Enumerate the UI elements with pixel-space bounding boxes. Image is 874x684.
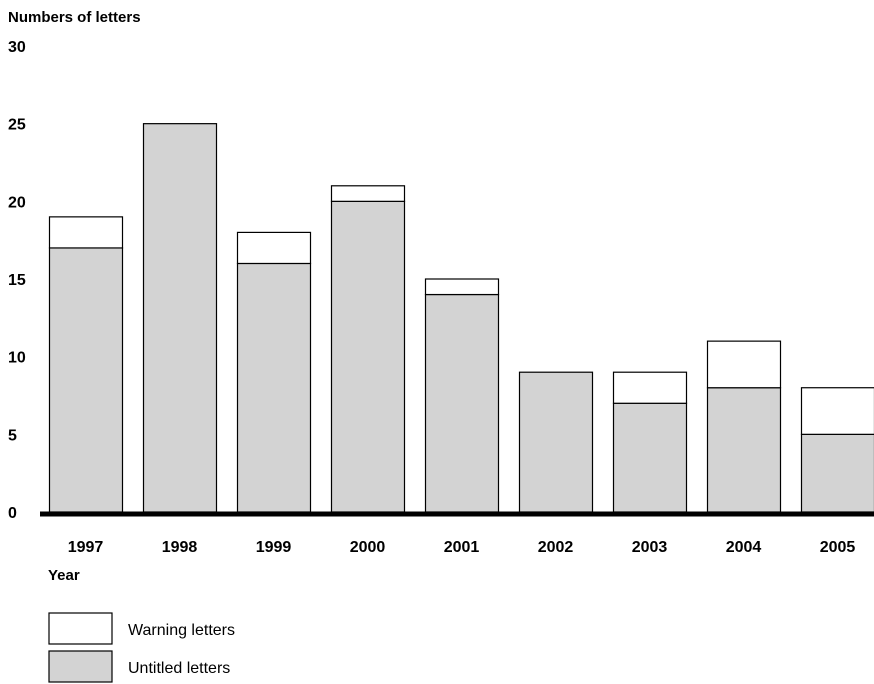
y-tick-label: 25 — [8, 117, 26, 134]
bar-2001-untitled-letters — [424, 293, 500, 513]
x-tick-label: 2003 — [632, 539, 668, 556]
legend-swatch-warning-letters — [48, 612, 113, 645]
x-axis-ticks: 1997 1998 1999 2000 2001 2002 2003 2004 2005 — [68, 539, 856, 556]
bar-2004-warning-letters — [706, 340, 782, 389]
bar-1997-warning-letters — [48, 216, 124, 249]
bar-1999-warning-letters — [236, 231, 312, 265]
bar-2000-warning-letters — [330, 185, 406, 202]
y-tick-label: 10 — [8, 350, 26, 367]
bars-group — [48, 123, 874, 513]
bar-2001-warning-letters — [424, 278, 500, 296]
y-tick-label: 15 — [8, 272, 26, 289]
bar-2003-untitled-letters — [612, 402, 688, 513]
bar-1999-untitled-letters — [236, 262, 312, 513]
bar-2000-untitled-letters — [330, 200, 406, 513]
x-tick-label: 2004 — [726, 539, 762, 556]
legend-label: Warning letters — [128, 622, 235, 639]
x-tick-label: 1998 — [162, 539, 198, 556]
x-axis-label: Year — [48, 567, 80, 584]
legend-label: Untitled letters — [128, 660, 230, 677]
x-tick-label: 1999 — [256, 539, 292, 556]
bar-1997-untitled-letters — [48, 247, 124, 513]
x-tick-label: 2001 — [444, 539, 480, 556]
bar-2003-warning-letters — [612, 371, 688, 404]
bar-1998-untitled-letters — [142, 123, 218, 513]
bar-2005-warning-letters — [800, 387, 874, 435]
x-tick-label: 2002 — [538, 539, 574, 556]
x-tick-label: 2005 — [820, 539, 856, 556]
y-axis-ticks: 0 5 10 15 20 25 30 — [8, 39, 26, 522]
legend-swatch-untitled-letters — [48, 650, 113, 683]
y-tick-label: 0 — [8, 505, 17, 522]
y-tick-label: 30 — [8, 39, 26, 56]
y-axis-label: Numbers of letters — [8, 9, 141, 26]
bar-2002-untitled-letters — [518, 371, 594, 513]
bar-2005-untitled-letters — [800, 433, 874, 513]
legend: Warning letters Untitled letters — [48, 612, 235, 683]
bar-2004-untitled-letters — [706, 387, 782, 513]
x-tick-label: 1997 — [68, 539, 104, 556]
x-tick-label: 2000 — [350, 539, 386, 556]
y-tick-label: 20 — [8, 194, 26, 211]
y-tick-label: 5 — [8, 427, 17, 444]
